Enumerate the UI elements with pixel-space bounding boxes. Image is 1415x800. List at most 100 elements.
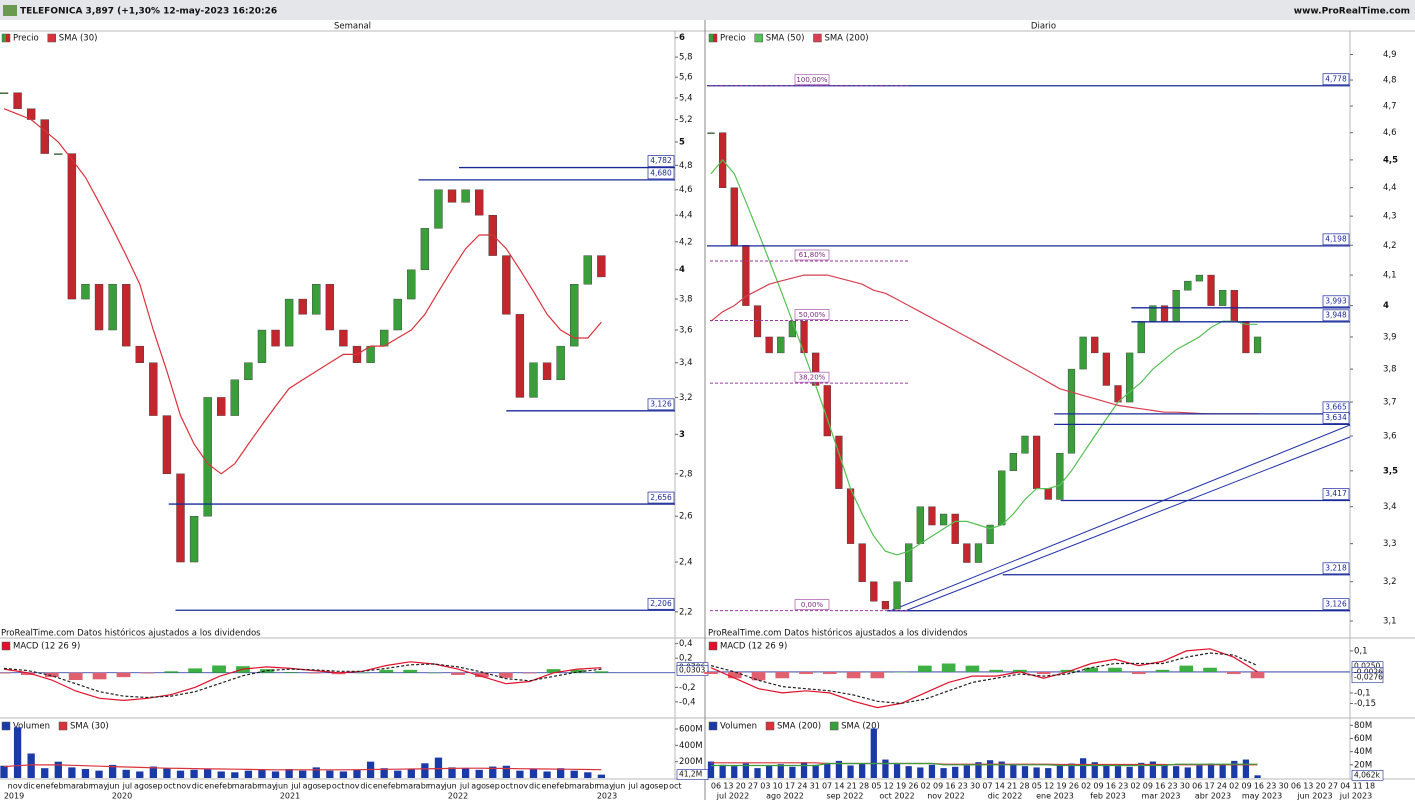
y-tick-label: 4 <box>679 265 685 275</box>
candle <box>1032 435 1041 489</box>
fib-box <box>794 74 830 86</box>
value-tag-label: 41,2M <box>679 770 702 779</box>
x-tick-label: 16 <box>1155 782 1165 791</box>
x-tick-label: sep <box>317 782 331 791</box>
x-tick-label: jun <box>443 782 456 791</box>
volume-bar <box>1207 763 1215 778</box>
sma-line <box>3 764 602 771</box>
legend-label: SMA (200) <box>824 34 868 44</box>
x-tick-label: 02 <box>921 782 931 791</box>
candle <box>475 189 484 216</box>
x-tick-label: may <box>259 782 277 791</box>
legend-swatch <box>6 34 10 42</box>
candle <box>556 345 565 381</box>
x-tick-label: may <box>596 782 614 791</box>
candle <box>81 284 90 300</box>
x-tick-label: 12 <box>1044 782 1054 791</box>
x-tick-label: nov <box>513 782 528 791</box>
candle <box>986 524 994 544</box>
x-tick-label: feb <box>51 782 64 791</box>
candle <box>951 513 959 544</box>
x-tick-label: 09 <box>933 782 943 791</box>
volume-bar <box>975 762 982 778</box>
header-bar <box>0 0 1415 20</box>
x-tick-label: 24 <box>1217 782 1227 791</box>
legend-label: Volumen <box>13 722 50 732</box>
level-box <box>1322 488 1350 500</box>
y-tick-label: 5,2 <box>679 115 693 125</box>
candle <box>298 298 307 315</box>
volume-bar <box>1114 766 1122 778</box>
histogram-bar <box>451 672 465 675</box>
volume-bar <box>217 771 225 778</box>
level-box <box>1322 562 1350 575</box>
volume-bar <box>149 766 157 778</box>
y-tick-label: 3,5 <box>1383 466 1398 476</box>
candle <box>858 543 866 582</box>
candle <box>1056 453 1064 500</box>
y-tick-label: 2,4 <box>679 558 693 568</box>
candle <box>13 92 22 109</box>
candle <box>94 284 104 331</box>
volume-bar <box>777 764 784 778</box>
candle <box>881 601 890 610</box>
candle <box>1253 336 1262 354</box>
candle <box>284 298 294 347</box>
value-tag-label: -0,0276 <box>1354 673 1383 682</box>
volume-bar <box>190 769 198 778</box>
candle <box>730 187 738 246</box>
volume-bar <box>597 774 606 778</box>
candle <box>928 506 936 526</box>
candle <box>542 362 552 381</box>
volume-bar <box>940 768 947 778</box>
histogram-bar <box>1060 669 1075 672</box>
x-tick-label: sep <box>486 782 500 791</box>
candle <box>461 189 470 203</box>
level-label: 3,126 <box>1325 599 1347 608</box>
x-tick-label: 28 <box>1019 782 1029 791</box>
candle <box>122 284 131 347</box>
y-tick-label: 60M <box>1354 734 1372 744</box>
y-tick-label: 5,4 <box>679 93 693 103</box>
x-tick-label: 09 <box>1242 782 1252 791</box>
x-period-label: 2019 <box>4 792 24 800</box>
x-tick-label: jul <box>122 782 133 791</box>
y-tick-label: 2,6 <box>679 512 693 522</box>
x-tick-label: 26 <box>908 782 918 791</box>
volume-bar <box>203 769 212 778</box>
y-tick-label: 40M <box>1354 747 1372 757</box>
x-tick-label: 19 <box>1056 782 1066 791</box>
histogram-bar <box>92 672 107 680</box>
candle <box>0 92 9 94</box>
candle <box>1091 336 1099 354</box>
histogram-bar <box>68 672 83 681</box>
macd-line <box>3 661 602 702</box>
volume-bar <box>81 769 90 778</box>
x-tick-label: ago <box>640 782 655 791</box>
x-tick-label: nov <box>176 782 191 791</box>
candle <box>707 132 715 134</box>
y-tick-label: 2,8 <box>679 469 693 479</box>
x-tick-label: 17 <box>785 782 795 791</box>
volume-bar <box>312 767 320 778</box>
volume-bar <box>489 766 497 778</box>
footnote: ProRealTime.com Datos históricos ajustad… <box>708 628 968 639</box>
volume-bar <box>824 762 831 778</box>
candle <box>597 255 606 278</box>
x-tick-label: may <box>91 782 109 791</box>
x-period-label: 2022 <box>448 792 468 800</box>
level-label: 2,656 <box>650 493 672 502</box>
volume-bar <box>41 768 49 778</box>
candle <box>1021 435 1029 454</box>
legend-swatch <box>754 33 763 43</box>
histogram-bar <box>403 669 418 673</box>
candle <box>502 255 511 315</box>
level-label: 3,665 <box>1325 403 1347 412</box>
x-tick-label: 23 <box>958 782 968 791</box>
volume-bar <box>1149 761 1157 778</box>
x-tick-label: 07 <box>822 782 832 791</box>
histogram-bar <box>704 671 718 675</box>
volume-bar <box>516 770 524 778</box>
histogram-bar <box>1131 671 1146 675</box>
y-tick-label: -0,2 <box>679 683 696 693</box>
